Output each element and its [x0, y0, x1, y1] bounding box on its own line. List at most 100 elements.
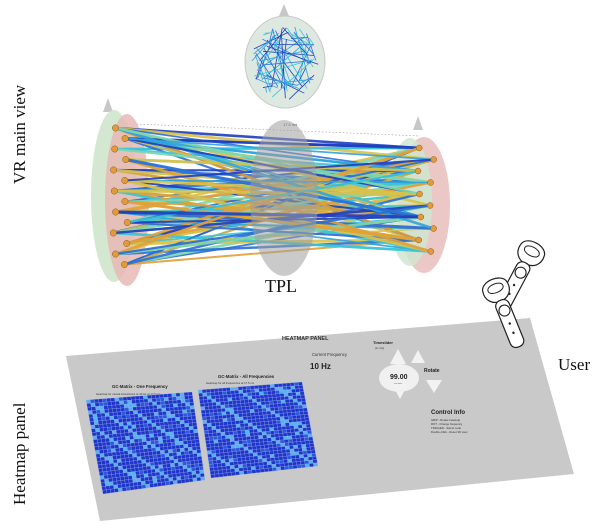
heatmap-cell: [248, 399, 253, 404]
heatmap-cell: [261, 451, 266, 456]
tpl-layer[interactable]: [250, 120, 318, 276]
heatmap-cell: [194, 439, 200, 444]
node[interactable]: [416, 190, 423, 198]
heatmap-cell: [134, 442, 140, 447]
heatmap-cell: [125, 486, 131, 491]
heatmap-cell: [294, 451, 300, 456]
heatmap-cell: [226, 468, 232, 473]
rotate-up-arrow[interactable]: [411, 350, 425, 363]
heatmap-cell: [282, 432, 288, 437]
heatmap-cell: [249, 409, 255, 413]
heatmap-cell: [176, 396, 181, 401]
heatmap-cell: [251, 445, 257, 450]
heatmap-cell: [265, 404, 271, 409]
heatmap-cell: [126, 443, 132, 448]
heatmap-cell: [282, 456, 288, 460]
heatmap-cell: [226, 444, 232, 449]
heatmap-cell: [136, 406, 142, 411]
heatmap-cell: [167, 445, 173, 450]
heatmap-cell: [201, 416, 207, 421]
heatmap-cell: [183, 471, 189, 476]
heatmap-cell: [208, 433, 214, 438]
node[interactable]: [121, 261, 128, 268]
heatmap-cell: [243, 446, 249, 451]
node[interactable]: [430, 156, 437, 163]
time-up-arrow[interactable]: [390, 349, 406, 364]
heatmap-cell: [271, 390, 276, 395]
heatmap-cell: [117, 415, 123, 420]
node[interactable]: [112, 208, 120, 216]
node[interactable]: [112, 124, 119, 132]
node[interactable]: [415, 236, 422, 244]
node[interactable]: [123, 219, 131, 226]
heatmap-cell: [109, 485, 115, 490]
heatmap-cell: [112, 408, 118, 413]
top-network-view[interactable]: [244, 4, 326, 109]
heatmap-cell: [291, 435, 297, 440]
node[interactable]: [430, 225, 437, 232]
right-nodes[interactable]: [414, 144, 437, 255]
heatmap-cell: [154, 440, 160, 445]
node[interactable]: [111, 145, 119, 153]
node[interactable]: [121, 198, 129, 205]
heatmap-right[interactable]: [197, 381, 319, 479]
node[interactable]: [110, 187, 118, 195]
heatmap-cell: [290, 451, 296, 456]
heatmap-cell: [173, 406, 179, 411]
node[interactable]: [427, 248, 435, 255]
heatmap-cell: [100, 482, 106, 487]
node[interactable]: [426, 202, 434, 209]
heatmap-cell: [153, 411, 159, 417]
heatmap-cell: [257, 384, 263, 389]
heatmap-cell: [173, 403, 178, 408]
heatmap-cell: [98, 398, 104, 403]
node[interactable]: [414, 167, 422, 175]
heatmap-cell: [268, 424, 274, 428]
node[interactable]: [121, 135, 129, 142]
heatmap-cell: [271, 393, 277, 398]
time-down-arrow[interactable]: [392, 384, 408, 399]
heatmap-cell: [239, 420, 245, 425]
heatmap-cell: [110, 444, 116, 450]
heatmap-cell: [294, 405, 300, 410]
heatmap-left[interactable]: [85, 391, 206, 495]
node[interactable]: [121, 177, 129, 184]
heatmap-panel[interactable]: HEATMAP PANEL Current Frequency 10 Hz GC…: [66, 318, 574, 521]
heatmap-cell: [299, 454, 304, 459]
heatmap-cell: [274, 410, 280, 415]
node[interactable]: [415, 144, 423, 152]
heatmap-cell: [169, 407, 175, 412]
heatmap-cell: [150, 443, 156, 449]
heatmap-cell: [112, 459, 118, 464]
left-nodes[interactable]: [109, 124, 131, 268]
heatmap-cell: [243, 422, 249, 427]
heatmap-cell: [130, 467, 136, 473]
rotate-down-arrow[interactable]: [426, 380, 442, 393]
heatmap-cell: [164, 453, 170, 458]
top-edge: [288, 74, 315, 100]
node[interactable]: [112, 250, 119, 258]
heatmap-cell: [169, 456, 174, 461]
heatmap-cell: [263, 394, 269, 399]
heatmap-cell: [233, 464, 239, 469]
heatmap-cell: [152, 475, 157, 481]
heatmap-cell: [108, 434, 114, 439]
heatmap-cell: [276, 396, 282, 401]
heatmap-cell: [163, 397, 169, 402]
node[interactable]: [427, 179, 434, 186]
node[interactable]: [122, 156, 130, 163]
heatmap-cell: [151, 422, 157, 427]
heatmap-cell: [122, 396, 128, 401]
heatmap-cell: [92, 435, 98, 440]
heatmap-cell: [126, 417, 132, 423]
node[interactable]: [417, 213, 425, 221]
node[interactable]: [110, 166, 118, 174]
heatmap-cell: [269, 450, 275, 455]
node[interactable]: [123, 240, 131, 247]
heatmap-cell: [99, 453, 105, 458]
heatmap-cell: [128, 457, 134, 462]
heatmap-cell: [123, 450, 129, 455]
heatmap-cell: [199, 399, 205, 404]
node[interactable]: [109, 229, 117, 237]
heatmap-cell: [276, 443, 282, 448]
